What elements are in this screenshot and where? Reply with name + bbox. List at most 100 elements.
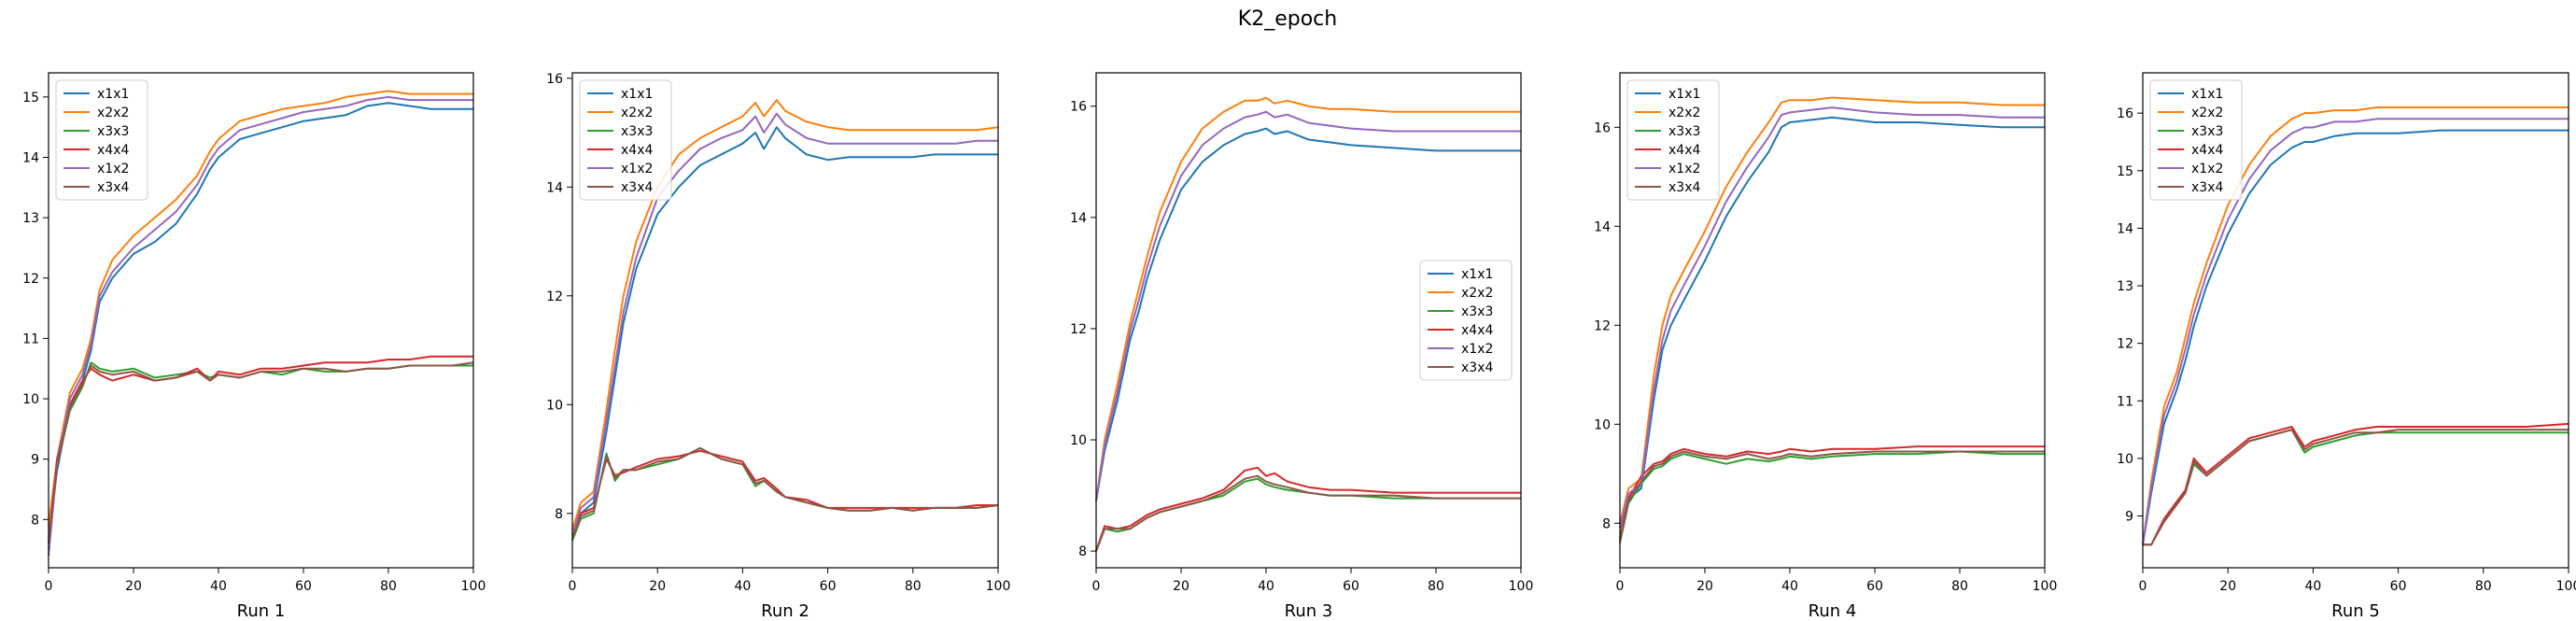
x-tick-label: 100 xyxy=(2033,579,2058,594)
legend-box xyxy=(1626,79,1720,201)
figure-suptitle: K2_epoch xyxy=(1238,7,1337,31)
legend-label-x4x4: x4x4 xyxy=(1668,143,1700,158)
x-tick-label: 0 xyxy=(569,579,577,594)
x-tick-label: 20 xyxy=(125,579,142,594)
x-tick-label: 80 xyxy=(905,579,922,594)
y-tick-label: 16 xyxy=(1594,120,1611,135)
legend-box xyxy=(1419,260,1513,381)
series-line-x1x1 xyxy=(1095,127,1521,501)
y-tick-label: 9 xyxy=(2125,510,2133,525)
legend-box xyxy=(2149,79,2243,201)
axes-frame xyxy=(1095,72,1522,569)
series-line-x1x2 xyxy=(1095,110,1521,501)
chart-panel-3: 0 20 40 60 80 100 8 10 12 14 16 Run 3 x1x1 x2x2 x3x3 x4… xyxy=(1070,72,1533,621)
y-tick-label: 12 xyxy=(2117,337,2133,352)
series-line-x4x4 xyxy=(1095,466,1521,552)
legend-label-x2x2: x2x2 xyxy=(2191,106,2223,120)
legend-label-x4x4: x4x4 xyxy=(2191,143,2223,158)
legend-label-x4x4: x4x4 xyxy=(97,143,129,158)
x-tick-label: 40 xyxy=(1781,579,1798,594)
legend-label-x1x1: x1x1 xyxy=(97,87,129,102)
series-line-x1x1 xyxy=(2142,129,2569,545)
legend-label-x3x3: x3x3 xyxy=(1461,304,1493,319)
legend-label-x2x2: x2x2 xyxy=(1668,106,1700,120)
y-tick-label: 13 xyxy=(22,211,39,226)
legend-label-x1x1: x1x1 xyxy=(1668,87,1700,102)
x-tick-label: 60 xyxy=(820,579,837,594)
x-tick-label: 20 xyxy=(1173,579,1189,594)
series-line-x3x4 xyxy=(1095,474,1521,552)
series-line-x1x2 xyxy=(571,112,998,536)
series-line-x3x4 xyxy=(2143,429,2569,546)
y-tick-label: 15 xyxy=(22,91,39,106)
series-line-x1x2 xyxy=(2142,118,2569,545)
series-line-x2x2 xyxy=(48,90,473,526)
x-tick-label: 40 xyxy=(2304,579,2321,594)
series-line-x3x4 xyxy=(48,361,474,544)
x-tick-label: 80 xyxy=(380,579,397,594)
legend-label-x2x2: x2x2 xyxy=(97,106,129,120)
y-tick-label: 10 xyxy=(1594,417,1611,432)
x-axis-label: Run 3 xyxy=(1285,601,1333,621)
series-line-x3x3 xyxy=(48,361,473,550)
y-tick-label: 12 xyxy=(1594,318,1611,333)
y-tick-label: 13 xyxy=(2117,279,2133,294)
x-tick-label: 20 xyxy=(2219,579,2236,594)
legend-label-x3x4: x3x4 xyxy=(1461,360,1493,375)
legend: x1x1 x2x2 x3x3 x4x4 x1x2 x3x4 xyxy=(1419,260,1513,381)
legend-label-x1x1: x1x1 xyxy=(621,87,653,102)
x-tick-label: 0 xyxy=(1616,579,1625,594)
y-tick-label: 10 xyxy=(22,392,39,407)
series-line-x3x4 xyxy=(1619,450,2045,542)
series-line-x2x2 xyxy=(571,99,999,530)
y-tick-label: 8 xyxy=(555,507,563,522)
x-tick-label: 60 xyxy=(2390,579,2407,594)
legend-label-x2x2: x2x2 xyxy=(1461,286,1493,301)
series-line-x3x3 xyxy=(2143,429,2569,546)
legend-label-x1x2: x1x2 xyxy=(97,162,129,176)
legend: x1x1 x2x2 x3x3 x4x4 x1x2 x3x4 xyxy=(579,79,672,201)
legend-label-x3x4: x3x4 xyxy=(97,180,129,195)
x-tick-label: 20 xyxy=(1696,579,1713,594)
axes-frame xyxy=(1619,72,2046,569)
x-tick-label: 0 xyxy=(45,579,53,594)
y-tick-label: 11 xyxy=(2117,394,2133,409)
axes-frame xyxy=(2142,72,2569,569)
x-tick-label: 60 xyxy=(1343,579,1359,594)
legend: x1x1 x2x2 x3x3 x4x4 x1x2 x3x4 xyxy=(55,79,148,201)
y-tick-label: 9 xyxy=(31,453,39,468)
series-line-x4x4 xyxy=(2143,422,2569,546)
x-axis-label: Run 5 xyxy=(2331,601,2380,621)
x-tick-label: 0 xyxy=(2139,579,2147,594)
series-line-x1x1 xyxy=(1619,116,2045,529)
x-tick-label: 40 xyxy=(210,579,227,594)
y-tick-label: 14 xyxy=(1594,219,1611,234)
y-tick-label: 12 xyxy=(546,289,563,304)
series-line-x1x2 xyxy=(1619,106,2045,529)
series-line-x1x1 xyxy=(571,126,998,542)
series-line-x2x2 xyxy=(2142,106,2569,545)
y-tick-label: 12 xyxy=(1070,322,1087,337)
y-tick-label: 11 xyxy=(22,332,39,346)
legend-label-x3x3: x3x3 xyxy=(1668,124,1700,139)
legend-label-x3x4: x3x4 xyxy=(2191,180,2223,195)
y-tick-label: 14 xyxy=(22,150,39,165)
legend-label-x3x3: x3x3 xyxy=(97,124,129,139)
series-line-x3x3 xyxy=(571,446,999,542)
chart-panel-2: 0 20 40 60 80 100 8 10 12 14 16 Run 2 x1x1 x2x2 x3x3 x4… xyxy=(546,72,1010,621)
series-line-x1x2 xyxy=(48,95,473,557)
y-tick-label: 8 xyxy=(31,513,39,528)
x-tick-label: 0 xyxy=(1092,579,1101,594)
x-tick-label: 40 xyxy=(1258,579,1274,594)
legend-label-x2x2: x2x2 xyxy=(621,106,653,120)
axes-frame xyxy=(48,72,474,569)
y-tick-label: 10 xyxy=(546,398,563,413)
series-line-x2x2 xyxy=(1095,96,1521,501)
x-tick-label: 100 xyxy=(461,579,486,594)
legend-label-x3x4: x3x4 xyxy=(621,180,653,195)
series-line-x4x4 xyxy=(571,449,998,536)
x-axis-label: Run 2 xyxy=(761,601,809,621)
y-tick-label: 15 xyxy=(2117,164,2133,179)
legend-box xyxy=(579,79,672,201)
